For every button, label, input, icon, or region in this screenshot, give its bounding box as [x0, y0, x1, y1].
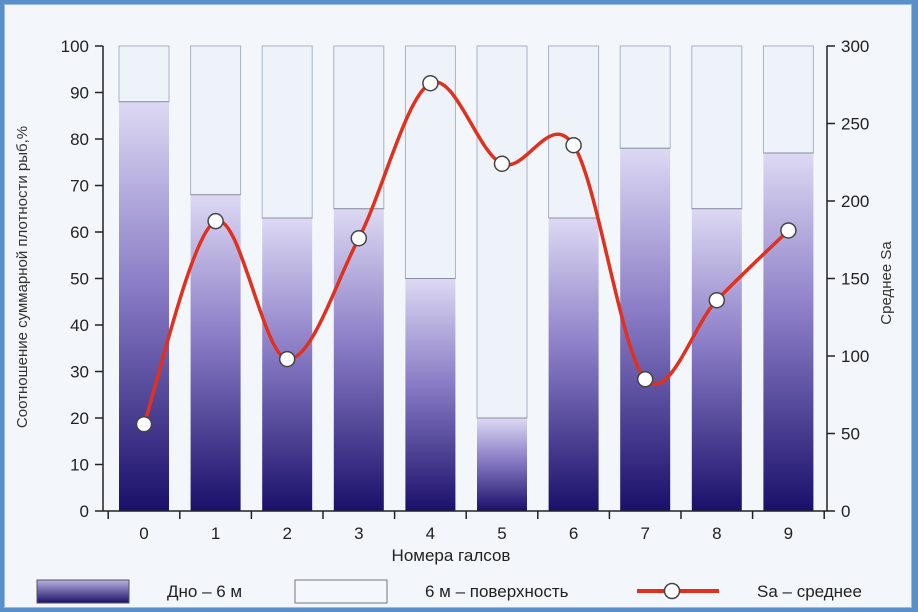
sa-point-8 [708, 291, 726, 309]
y-right-tick-label-5: 250 [841, 115, 869, 134]
chart-svg: 0102030405060708090100050100150200250300… [14, 37, 895, 604]
sa-line-group [135, 74, 797, 433]
x-tick-label-4: 4 [426, 524, 435, 543]
bar-top-9 [762, 45, 814, 154]
x-tick-label-6: 6 [569, 524, 578, 543]
bar-bottom-4 [405, 278, 456, 511]
y-left-tick-label-10: 100 [61, 37, 89, 56]
y-right-tick-label-2: 100 [841, 347, 869, 366]
bar-top-3 [333, 45, 385, 210]
bar-bottom-5 [477, 418, 527, 511]
sa-point-4 [422, 74, 439, 92]
x-tick-label-9: 9 [784, 524, 793, 543]
sa-point-2 [278, 350, 296, 368]
bar-bottom-1 [190, 194, 241, 512]
x-tick-label-8: 8 [712, 524, 721, 543]
y-left-tick-label-5: 50 [70, 270, 89, 289]
x-tick-label-5: 5 [497, 524, 506, 543]
labels-group: Соотношение суммарной плотности рыб,% Ср… [14, 126, 895, 565]
y-right-tick-label-1: 50 [841, 425, 860, 444]
sa-point-0 [135, 415, 153, 433]
axes-group: 0102030405060708090100050100150200250300… [61, 37, 870, 543]
x-tick-label-1: 1 [211, 524, 220, 543]
y-left-tick-label-6: 60 [70, 223, 89, 242]
bar-top-0 [118, 45, 170, 103]
y-right-tick-label-6: 300 [841, 37, 869, 56]
bars-group [118, 45, 814, 512]
y-left-tick-label-9: 90 [70, 84, 89, 103]
bar-top-1 [190, 45, 242, 196]
x-tick-label-7: 7 [640, 524, 649, 543]
x-axis-label: Номера галсов [392, 546, 511, 565]
x-tick-label-3: 3 [354, 524, 363, 543]
sa-point-1 [207, 212, 224, 230]
y-axis-left-label: Соотношение суммарной плотности рыб,% [14, 126, 31, 428]
bar-bottom-8 [691, 208, 742, 511]
x-tick-label-2: 2 [282, 524, 291, 543]
sa-point-6 [565, 136, 582, 154]
bar-bottom-9 [763, 152, 814, 511]
y-left-tick-label-4: 40 [70, 316, 89, 335]
y-left-tick-label-7: 70 [70, 177, 89, 196]
y-left-tick-label-0: 0 [80, 502, 89, 521]
bar-bottom-0 [119, 101, 169, 512]
legend-swatch-top [294, 579, 388, 604]
y-left-tick-label-1: 10 [70, 456, 89, 475]
bar-top-7 [619, 45, 671, 149]
legend-marker-sa [663, 582, 681, 600]
bar-bottom-3 [333, 208, 384, 511]
sa-point-3 [350, 229, 368, 247]
y-right-tick-label-3: 150 [841, 270, 869, 289]
bar-top-2 [261, 45, 313, 219]
y-right-tick-label-0: 0 [841, 502, 850, 521]
bar-bottom-6 [548, 218, 599, 512]
y-right-tick-label-4: 200 [841, 192, 869, 211]
legend-swatch-bottom [36, 579, 130, 604]
sa-point-7 [636, 371, 654, 388]
y-left-tick-label-3: 30 [70, 363, 89, 382]
bar-top-8 [691, 45, 743, 210]
bar-top-5 [476, 45, 528, 419]
sa-line [142, 80, 790, 425]
x-tick-label-0: 0 [139, 524, 148, 543]
y-left-tick-label-2: 20 [70, 409, 89, 428]
legend-label-sa: Sa – среднее [757, 582, 862, 601]
chart-frame: 0 10 20 30 40 50 60 70 80 90 100 0 50 100 150 200 250 300… [4, 4, 912, 608]
sa-point-5 [493, 155, 511, 173]
y-axis-right-label: Среднее Sa [878, 241, 895, 325]
y-left-tick-label-8: 80 [70, 130, 89, 149]
sa-point-9 [780, 222, 797, 239]
legend-label-bottom: Дно – 6 м [167, 582, 242, 601]
bar-bottom-7 [620, 148, 671, 512]
legend: Дно – 6 м 6 м – поверхность Sa – среднее [36, 579, 862, 604]
legend-label-top: 6 м – поверхность [425, 582, 569, 601]
